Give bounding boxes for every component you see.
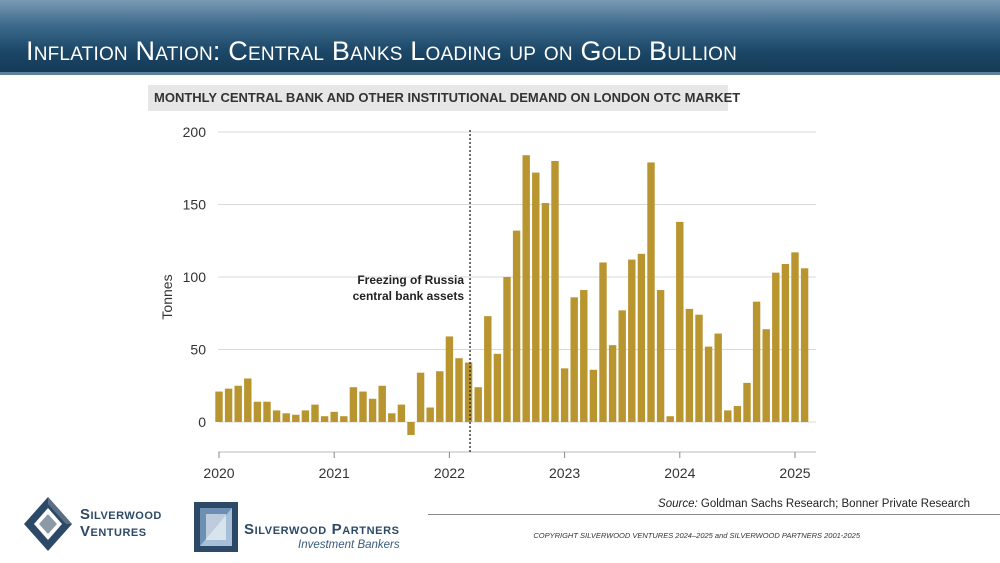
bar-2024-04 (704, 346, 713, 422)
ventures-diamond-icon (24, 497, 72, 551)
bar-2020-10 (301, 410, 310, 422)
bar-2024-01 (676, 221, 684, 422)
chart-title: MONTHLY CENTRAL BANK AND OTHER INSTITUTI… (148, 85, 740, 111)
bar-2020-03 (234, 385, 242, 422)
bar-2021-04 (359, 391, 367, 422)
bar-2023-10 (647, 162, 655, 422)
bar-2024-12 (781, 263, 790, 422)
bar-2022-02 (455, 358, 463, 422)
partners-square-icon (194, 502, 238, 552)
page-title: Inflation Nation: Central Banks Loading … (26, 36, 738, 66)
footer-rule (428, 514, 1000, 515)
bar-2023-12 (666, 416, 674, 422)
bar-2020-01 (215, 391, 223, 422)
bar-2020-06 (263, 401, 271, 422)
bar-2023-04 (589, 369, 598, 422)
bar-2024-02 (685, 308, 694, 422)
gold-demand-chart: 0 50 100 150 200 2020 2021 2022 2023 2024 2025 Free… (159, 124, 816, 481)
x-tick-label-2023: 2023 (549, 465, 580, 481)
y-tick-label-150: 150 (183, 197, 207, 213)
annotation-line-2: central bank assets (353, 289, 465, 303)
copyright: COPYRIGHT SILVERWOOD VENTURES 2024–2025 … (533, 531, 860, 540)
bar-2020-09 (292, 414, 300, 422)
bar-2023-02 (570, 297, 578, 422)
bar-2022-09 (522, 155, 530, 422)
bar-2022-04 (474, 387, 482, 422)
bar-2023-06 (608, 345, 617, 422)
bar-2024-09 (752, 301, 761, 422)
bar-2022-05 (484, 316, 492, 422)
banner-rule (0, 72, 1000, 75)
bar-2023-01 (560, 368, 569, 422)
bar-2024-08 (743, 382, 751, 422)
bar-2020-08 (282, 413, 290, 422)
x-tick-label-2022: 2022 (434, 465, 465, 481)
bar-2024-06 (724, 410, 732, 422)
bar-2021-01 (330, 411, 338, 422)
y-tick-label-0: 0 (198, 414, 206, 430)
bar-2022-01 (445, 336, 454, 422)
ventures-wordmark: Silverwood Ventures (80, 506, 162, 540)
bar-2020-04 (244, 378, 252, 422)
bar-2022-03 (464, 362, 473, 422)
x-tick-label-2024: 2024 (664, 465, 695, 481)
bar-2021-02 (340, 416, 348, 422)
source-note: Source: Goldman Sachs Research; Bonner P… (658, 498, 970, 510)
source-text: Goldman Sachs Research; Bonner Private R… (697, 498, 970, 510)
y-tick-label-50: 50 (190, 342, 206, 358)
bar-2024-03 (695, 314, 703, 422)
bar-2020-05 (253, 401, 262, 422)
partners-tagline: Investment Bankers (298, 539, 400, 551)
bar-2021-05 (368, 398, 377, 422)
silverwood-ventures-logo: Silverwood Ventures (22, 494, 182, 556)
bar-2023-11 (656, 290, 665, 422)
bar-2022-12 (551, 161, 559, 422)
x-tick-label-2021: 2021 (319, 465, 350, 481)
bar-2024-07 (733, 406, 742, 422)
bar-2021-08 (397, 404, 406, 422)
bar-2023-07 (618, 310, 626, 422)
bar-2020-07 (272, 410, 281, 422)
bar-2020-11 (311, 404, 319, 422)
bar-2022-11 (541, 203, 550, 422)
source-label: Source: (658, 498, 698, 510)
bar-2020-12 (320, 416, 329, 422)
partners-wordmark: Silverwood Partners (244, 521, 400, 538)
bar-2024-10 (762, 329, 770, 422)
bar-2023-05 (599, 262, 607, 422)
bar-2021-10 (416, 372, 425, 422)
bar-2023-08 (628, 259, 636, 422)
y-axis-label: Tonnes (159, 274, 175, 319)
bar-2025-01 (791, 252, 799, 422)
x-tick-label-2025: 2025 (779, 465, 810, 481)
ventures-line-1: Silverwood (80, 506, 162, 523)
bar-2021-06 (378, 385, 386, 422)
bar-2022-10 (532, 172, 540, 422)
bar-2023-09 (637, 253, 646, 422)
x-tick-label-2020: 2020 (203, 465, 234, 481)
y-tick-label-200: 200 (183, 124, 207, 140)
bar-2024-05 (714, 333, 722, 422)
bar-2023-03 (580, 290, 588, 422)
ventures-line-2: Ventures (80, 523, 147, 540)
annotation-line-1: Freezing of Russia (357, 273, 464, 287)
bar-2022-06 (493, 353, 502, 422)
bar-2021-12 (436, 371, 444, 422)
title-banner (0, 0, 1000, 72)
bar-2021-07 (388, 413, 396, 422)
silverwood-partners-logo: Silverwood Partners Investment Bankers (186, 496, 416, 558)
bar-2022-07 (503, 277, 511, 422)
bar-2021-09 (407, 422, 415, 436)
bar-2022-08 (512, 230, 521, 422)
bar-2021-03 (349, 387, 358, 422)
y-tick-label-100: 100 (183, 269, 207, 285)
bar-2020-02 (224, 388, 233, 422)
bar-2025-02 (800, 268, 809, 422)
bar-2024-11 (772, 272, 780, 422)
bar-2021-11 (426, 407, 434, 422)
